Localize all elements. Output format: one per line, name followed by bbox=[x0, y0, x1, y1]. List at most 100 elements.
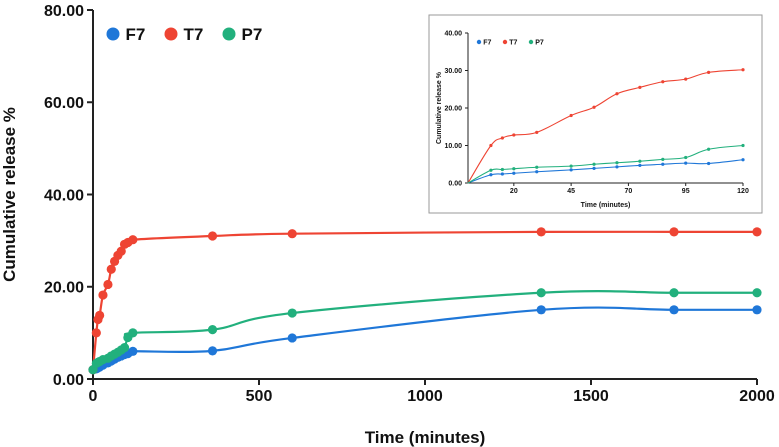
data-point-t7 bbox=[569, 113, 573, 118]
y-tick-label: 30.00 bbox=[444, 68, 462, 75]
data-point-t7 bbox=[752, 227, 762, 237]
data-point-f7 bbox=[536, 305, 546, 315]
data-point-f7 bbox=[535, 170, 539, 174]
data-point-p7 bbox=[569, 164, 573, 168]
data-point-p7 bbox=[661, 157, 665, 161]
data-point-t7 bbox=[535, 130, 539, 134]
legend-label-t7: T7 bbox=[184, 25, 204, 44]
y-tick-label: 0.00 bbox=[448, 181, 462, 188]
data-point-t7 bbox=[116, 246, 126, 256]
data-point-t7 bbox=[669, 227, 679, 237]
y-tick-label: 10.00 bbox=[444, 143, 462, 150]
main-chart: 0.00 20.00 40.00 60.00 80.00 0 500 1000 1500 2000… bbox=[0, 3, 775, 447]
inset-chart: 0.00 10.00 20.00 30.00 40.00 20 45 70 95 120 Time … bbox=[428, 14, 763, 214]
data-point-f7 bbox=[752, 305, 762, 315]
data-point-p7 bbox=[512, 167, 516, 171]
data-point-p7 bbox=[592, 162, 596, 166]
legend-marker-p7 bbox=[222, 27, 236, 41]
data-point-f7 bbox=[707, 161, 711, 166]
x-tick-label: 70 bbox=[625, 188, 633, 195]
data-point-f7 bbox=[207, 346, 218, 356]
data-point-t7 bbox=[95, 310, 105, 320]
data-point-p7 bbox=[707, 147, 711, 151]
data-point-t7 bbox=[661, 80, 665, 84]
data-point-t7 bbox=[128, 235, 138, 245]
legend-marker-f7 bbox=[476, 39, 482, 45]
data-point-t7 bbox=[287, 229, 297, 239]
data-point-t7 bbox=[489, 143, 493, 148]
data-point-t7 bbox=[638, 85, 642, 89]
data-point-p7 bbox=[119, 343, 130, 353]
data-point-f7 bbox=[512, 171, 516, 175]
data-point-t7 bbox=[91, 328, 101, 338]
data-point-t7 bbox=[103, 279, 113, 290]
data-point-f7 bbox=[638, 163, 642, 167]
legend-label-f7: F7 bbox=[483, 40, 491, 47]
data-point-t7 bbox=[536, 227, 546, 237]
data-point-f7 bbox=[500, 172, 504, 176]
y-tick-label: 80.00 bbox=[44, 3, 84, 20]
x-tick-label: 1500 bbox=[573, 388, 609, 405]
data-point-t7 bbox=[512, 133, 516, 137]
inset-frame bbox=[428, 14, 763, 214]
data-point-f7 bbox=[684, 161, 688, 165]
data-point-p7 bbox=[500, 167, 504, 172]
legend-marker-f7 bbox=[106, 27, 120, 41]
data-point-f7 bbox=[489, 173, 493, 177]
x-tick-label: 0 bbox=[89, 388, 98, 405]
y-axis-label: Cumulative release % bbox=[0, 107, 19, 282]
y-tick-label: 60.00 bbox=[44, 95, 84, 112]
x-axis-label: Time (minutes) bbox=[581, 202, 631, 209]
data-point-t7 bbox=[741, 68, 745, 72]
data-point-t7 bbox=[684, 77, 688, 81]
x-tick-label: 95 bbox=[682, 188, 690, 195]
data-point-f7 bbox=[592, 166, 596, 170]
data-point-t7 bbox=[106, 264, 116, 274]
data-point-t7 bbox=[98, 290, 108, 300]
data-point-p7 bbox=[669, 288, 679, 298]
data-point-f7 bbox=[287, 333, 297, 343]
data-point-p7 bbox=[638, 159, 642, 163]
data-point-p7 bbox=[615, 161, 619, 165]
legend-label-p7: P7 bbox=[535, 40, 544, 47]
y-axis-label: Cumulative release % bbox=[436, 71, 443, 144]
data-point-t7 bbox=[592, 105, 596, 109]
data-point-p7 bbox=[536, 288, 546, 298]
y-tick-label: 40.00 bbox=[444, 31, 462, 38]
legend-label-p7: P7 bbox=[242, 25, 263, 44]
y-tick-label: 40.00 bbox=[44, 187, 84, 204]
y-tick-label: 0.00 bbox=[53, 372, 84, 389]
y-tick-label: 20.00 bbox=[44, 280, 84, 297]
x-tick-label: 120 bbox=[737, 188, 749, 195]
data-point-t7 bbox=[615, 92, 619, 96]
data-point-t7 bbox=[500, 136, 504, 140]
data-point-p7 bbox=[207, 325, 218, 335]
data-point-p7 bbox=[287, 308, 297, 318]
data-point-p7 bbox=[752, 288, 762, 298]
data-point-p7 bbox=[741, 143, 745, 148]
legend-marker-p7 bbox=[528, 39, 534, 45]
legend-marker-t7 bbox=[502, 39, 508, 45]
legend-marker-t7 bbox=[164, 27, 178, 41]
y-tick-label: 20.00 bbox=[444, 106, 462, 113]
data-point-f7 bbox=[128, 346, 138, 356]
data-point-p7 bbox=[128, 328, 138, 338]
data-point-t7 bbox=[207, 231, 218, 241]
data-point-t7 bbox=[707, 70, 711, 74]
data-point-p7 bbox=[684, 155, 688, 160]
data-point-f7 bbox=[569, 168, 573, 172]
data-point-f7 bbox=[741, 158, 745, 162]
x-tick-label: 2000 bbox=[739, 388, 775, 405]
x-tick-label: 1000 bbox=[407, 388, 443, 405]
x-tick-label: 45 bbox=[567, 188, 575, 195]
data-point-f7 bbox=[615, 165, 619, 169]
data-point-p7 bbox=[489, 168, 493, 172]
x-tick-label: 500 bbox=[246, 388, 273, 405]
legend-label-t7: T7 bbox=[509, 40, 517, 47]
data-point-p7 bbox=[535, 165, 539, 169]
legend-label-f7: F7 bbox=[126, 25, 146, 44]
x-tick-label: 20 bbox=[510, 188, 518, 195]
data-point-f7 bbox=[669, 305, 679, 315]
x-axis-label: Time (minutes) bbox=[365, 428, 486, 447]
